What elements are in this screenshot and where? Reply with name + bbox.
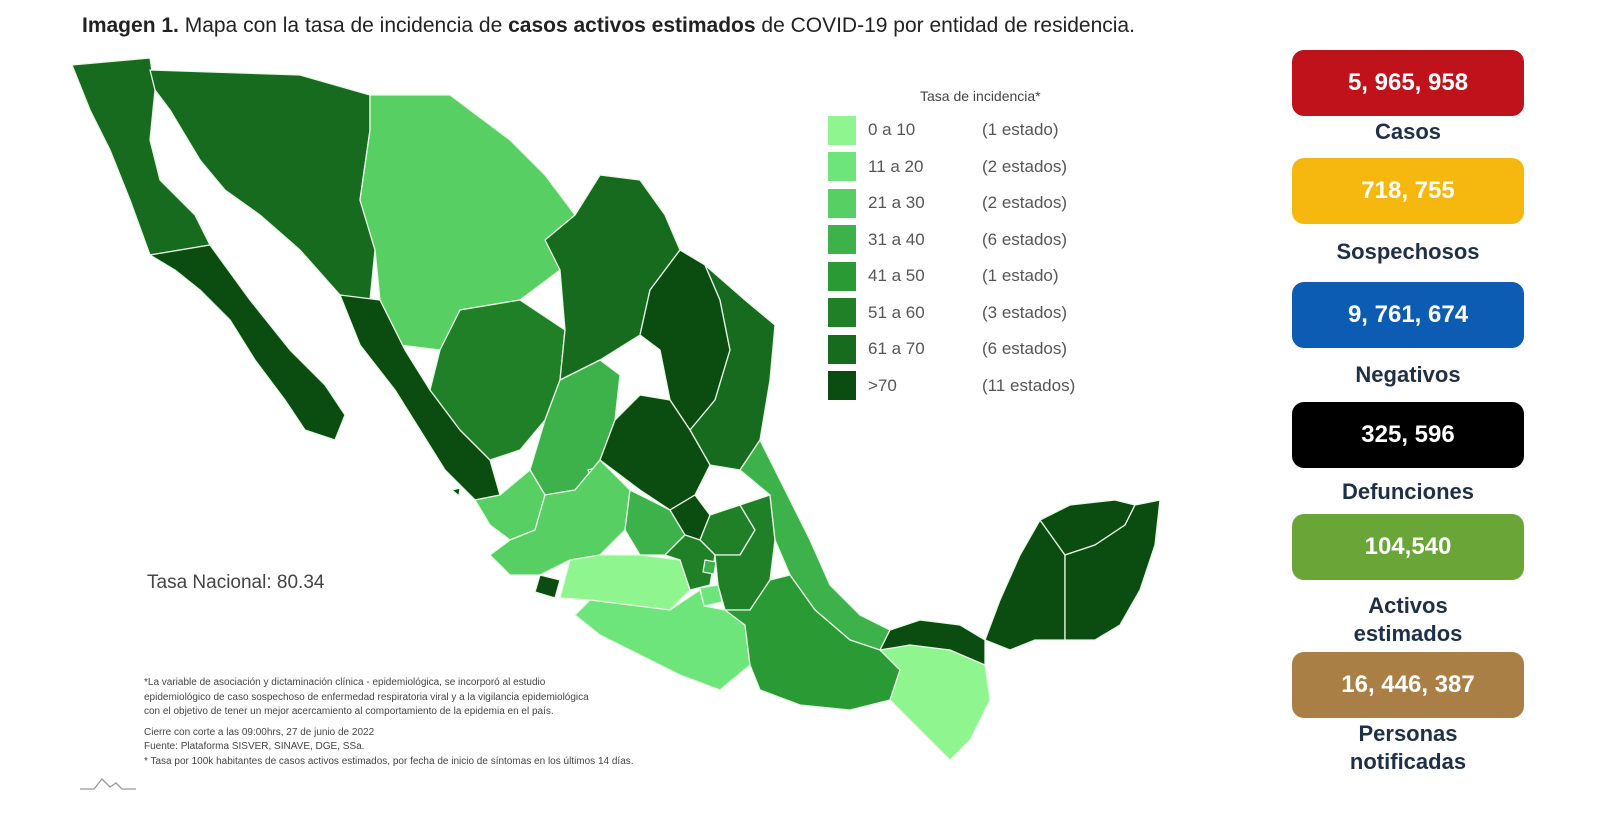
footnote-line: * Tasa por 100k habitantes de casos acti…: [144, 755, 634, 767]
suspected-pill: 718, 755: [1292, 158, 1524, 224]
legend-swatch: [828, 298, 856, 328]
state-michoacan: [559, 554, 691, 611]
legend-count: (11 estados): [982, 375, 1076, 395]
legend-range: 0 a 10: [868, 120, 916, 140]
legend-title: Tasa de incidencia*: [920, 88, 1041, 104]
map-legend: Tasa de incidencia* 0 a 10 (1 estado) 11…: [828, 88, 1118, 404]
island: [451, 487, 461, 497]
national-rate: Tasa Nacional: 80.34: [147, 572, 325, 593]
legend-count: (2 estados): [982, 193, 1068, 213]
people-notified-pill: 16, 446, 387: [1292, 652, 1524, 718]
footnote-line: *La variable de asociación y dictaminaci…: [144, 677, 546, 688]
legend-range: 51 a 60: [868, 302, 925, 322]
legend-range: 61 a 70: [868, 339, 925, 359]
legend-item: >70 (11 estados): [828, 368, 1118, 405]
legend-swatch: [828, 152, 856, 182]
legend-count: (6 estados): [982, 339, 1068, 359]
legend-item: 41 a 50 (1 estado): [828, 258, 1118, 295]
legend-swatch: [828, 225, 856, 255]
deaths-pill: 325, 596: [1292, 402, 1524, 468]
active-estimated-pill: 104,540: [1292, 514, 1524, 580]
footnotes: *La variable de asociación y dictaminaci…: [144, 676, 784, 769]
suspected-label: Sospechosos: [1336, 239, 1480, 264]
mexico-map: [71, 57, 1161, 761]
state-cdmx: [702, 559, 717, 575]
legend-swatch: [828, 188, 856, 218]
cases-pill: 5, 965, 958: [1292, 50, 1524, 116]
legend-range: >70: [868, 375, 897, 395]
footnote-line: con el objetivo de tener un mejor acerca…: [144, 706, 554, 717]
legend-swatch: [828, 371, 856, 401]
negatives-label: Negativos: [1355, 362, 1461, 387]
state-campeche: [984, 519, 1066, 651]
state-san-luis-potosi: [599, 394, 711, 511]
legend-item: 51 a 60 (3 estados): [828, 295, 1118, 332]
footnote-line: Fuente: Plataforma SISVER, SINAVE, DGE, …: [144, 741, 365, 752]
legend-count: (1 estado): [982, 266, 1059, 286]
legend-swatch: [828, 334, 856, 364]
legend-range: 31 a 40: [868, 229, 925, 249]
deaths-label: Defunciones: [1341, 479, 1475, 504]
footnote-line: Cierre con corte a las 09:00hrs, 27 de j…: [144, 726, 375, 738]
legend-range: 41 a 50: [868, 266, 925, 286]
legend-item: 31 a 40 (6 estados): [828, 222, 1118, 259]
state-colima: [534, 574, 561, 599]
state-quintana-roo: [1064, 499, 1161, 641]
figure-title: Imagen 1. Mapa con la tasa de incidencia…: [82, 14, 1135, 38]
state-chiapas: [879, 644, 991, 761]
legend-count: (3 estados): [982, 302, 1068, 322]
legend-range: 11 a 20: [868, 156, 924, 176]
state-tamaulipas: [689, 264, 776, 471]
footnote-line: epidemiológico de caso sospechoso de enf…: [144, 691, 589, 703]
legend-range: 21 a 30: [868, 193, 925, 213]
legend-item: 61 a 70 (6 estados): [828, 331, 1118, 368]
legend-count: (6 estados): [982, 229, 1068, 249]
legend-item: 0 a 10 (1 estado): [828, 112, 1118, 149]
cases-label: Casos: [1374, 119, 1442, 144]
wave-logo-icon: [80, 778, 136, 790]
figure-title-text: Mapa con la tasa de incidencia de: [178, 14, 509, 37]
legend-swatch: [828, 261, 856, 291]
legend-item: 21 a 30 (2 estados): [828, 185, 1118, 222]
active-estimated-label: Activos estimados: [1353, 593, 1463, 646]
state-tabasco: [879, 619, 986, 666]
legend-swatch: [828, 115, 856, 145]
legend-item: 11 a 20 (2 estados): [828, 149, 1118, 186]
legend-count: (1 estado): [982, 120, 1059, 140]
figure-title-suffix: de COVID-19 por entidad de residencia.: [755, 14, 1135, 37]
state-baja-california-sur: [149, 244, 346, 441]
negatives-pill: 9, 761, 674: [1292, 282, 1524, 348]
legend-count: (2 estados): [982, 156, 1068, 176]
people-notified-label: Personas notificadas: [1349, 721, 1467, 774]
figure-title-prefix: Imagen 1.: [82, 14, 179, 37]
figure-title-bold: casos activos estimados: [508, 14, 756, 37]
